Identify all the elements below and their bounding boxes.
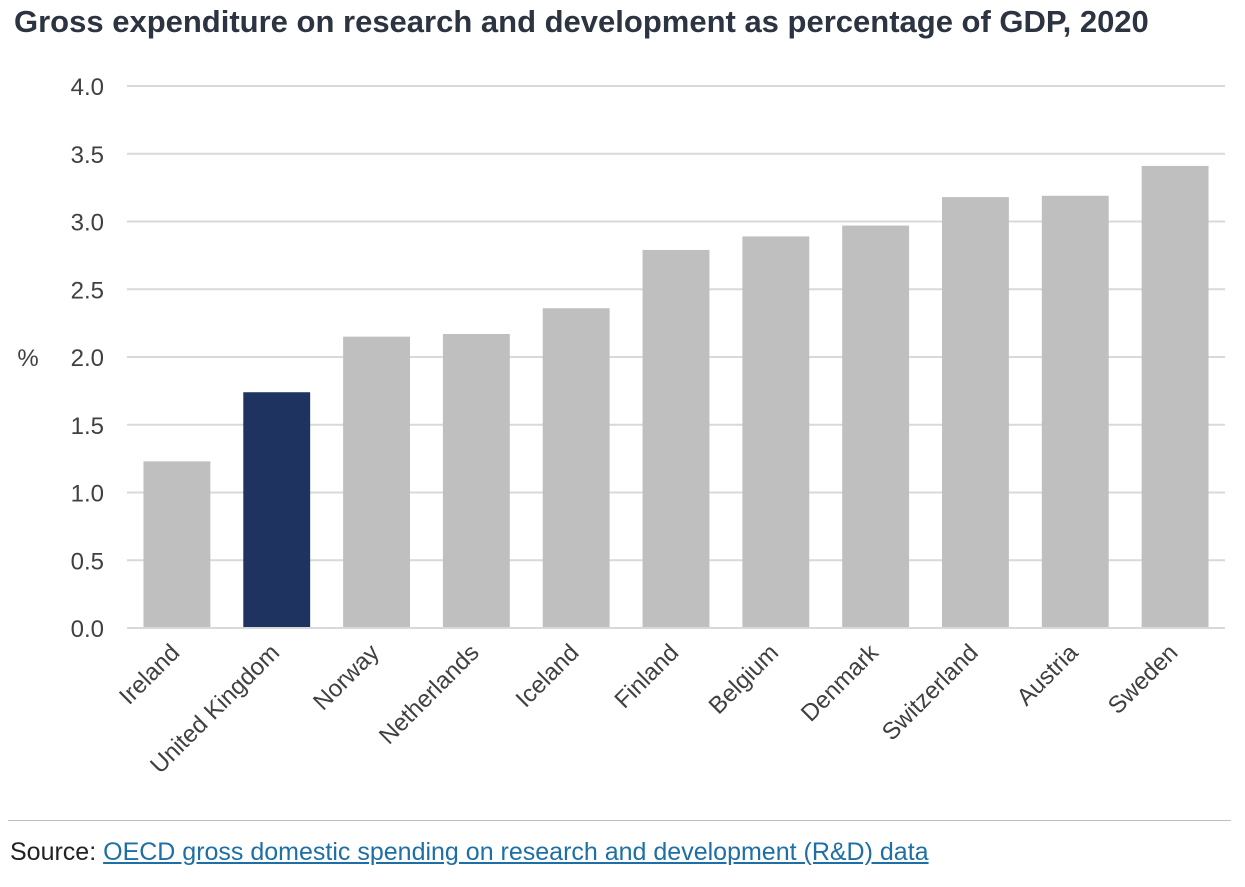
x-tick-label: Netherlands — [374, 639, 485, 750]
bar-chart: 0.0 0.5 1.0 1.5 2.0 2.5 3.0 3.5 4.0 % IrelandUni… — [17, 74, 1225, 779]
bar-ireland — [143, 461, 211, 628]
y-tick-label: 0.0 — [71, 616, 104, 643]
y-tick-label: 4.0 — [71, 74, 104, 101]
x-tick-label: Ireland — [114, 639, 185, 710]
y-tick-label: 1.5 — [71, 413, 104, 440]
bar-norway — [343, 336, 410, 628]
x-tick-label: Sweden — [1103, 639, 1183, 719]
source-prefix: Source: — [10, 838, 97, 866]
bar-switzerland — [942, 197, 1009, 629]
source-link[interactable]: OECD gross domestic spending on research… — [103, 838, 929, 866]
y-tick-label: 2.5 — [71, 277, 104, 304]
bar-netherlands — [442, 333, 510, 628]
y-tick-label: 3.5 — [71, 142, 104, 169]
y-axis-tick-labels: 0.0 0.5 1.0 1.5 2.0 2.5 3.0 3.5 4.0 — [71, 74, 104, 643]
y-tick-label: 1.0 — [71, 481, 104, 508]
y-tick-label: 0.5 — [71, 548, 104, 575]
x-tick-label: Belgium — [704, 639, 784, 719]
y-axis-title: % — [17, 345, 38, 372]
x-tick-label: Austria — [1012, 639, 1084, 711]
y-tick-label: 2.0 — [71, 345, 104, 372]
bar-denmark — [842, 225, 910, 628]
bar-sweden — [1141, 165, 1209, 628]
x-tick-label: Finland — [609, 639, 684, 714]
source-divider — [8, 820, 1231, 821]
source-note: Source: OECD gross domestic spending on … — [10, 838, 929, 867]
x-tick-label: Iceland — [511, 639, 585, 713]
bar-austria — [1041, 195, 1109, 628]
x-tick-label: Switzerland — [877, 639, 984, 746]
bar-united-kingdom — [243, 392, 311, 628]
x-tick-label: Norway — [308, 639, 385, 716]
bar-iceland — [542, 308, 610, 628]
y-tick-label: 3.0 — [71, 210, 104, 237]
x-tick-label: Denmark — [796, 638, 885, 727]
bar-finland — [642, 249, 710, 628]
chart-title: Gross expenditure on research and develo… — [14, 4, 1149, 39]
bar-belgium — [742, 236, 810, 628]
bars — [143, 165, 1209, 629]
